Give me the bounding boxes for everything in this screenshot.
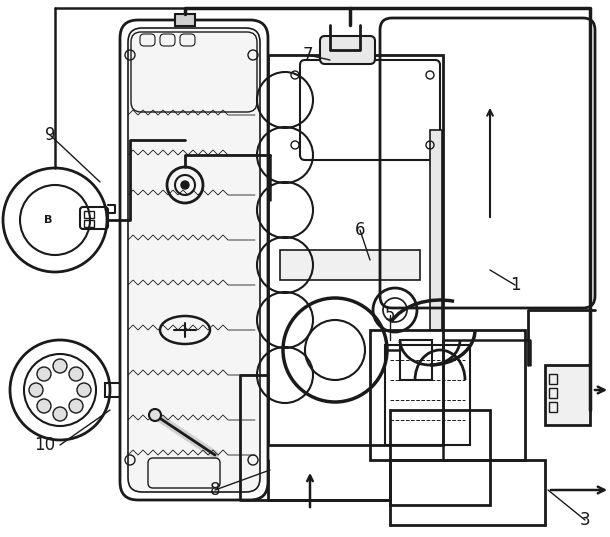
FancyBboxPatch shape <box>320 36 375 64</box>
Bar <box>400 340 432 380</box>
Circle shape <box>77 383 91 397</box>
Bar <box>84 220 94 227</box>
Bar <box>84 211 94 218</box>
Bar <box>545 365 590 425</box>
Text: 1: 1 <box>510 276 520 294</box>
Bar <box>549 374 557 384</box>
Text: 3: 3 <box>580 511 590 529</box>
Circle shape <box>69 367 83 381</box>
Circle shape <box>37 399 51 413</box>
Bar <box>390 460 545 525</box>
Bar <box>549 388 557 398</box>
Circle shape <box>29 383 43 397</box>
Text: 8: 8 <box>210 481 220 499</box>
Bar <box>280 250 420 280</box>
Bar <box>268 55 443 445</box>
Text: 10: 10 <box>34 436 56 454</box>
Circle shape <box>37 367 51 381</box>
Text: 6: 6 <box>355 221 365 239</box>
Text: 5: 5 <box>385 306 395 324</box>
Bar <box>390 410 490 505</box>
Bar <box>175 14 195 26</box>
Bar <box>385 345 470 445</box>
Circle shape <box>149 409 161 421</box>
Text: 7: 7 <box>303 46 314 64</box>
Circle shape <box>69 399 83 413</box>
Circle shape <box>53 359 67 373</box>
Bar <box>370 330 525 460</box>
Bar <box>430 130 442 330</box>
Bar <box>549 402 557 412</box>
FancyBboxPatch shape <box>128 28 260 492</box>
Circle shape <box>181 181 189 189</box>
Bar <box>105 383 120 397</box>
Text: 9: 9 <box>45 126 56 144</box>
Text: B: B <box>44 215 52 225</box>
Circle shape <box>53 407 67 421</box>
